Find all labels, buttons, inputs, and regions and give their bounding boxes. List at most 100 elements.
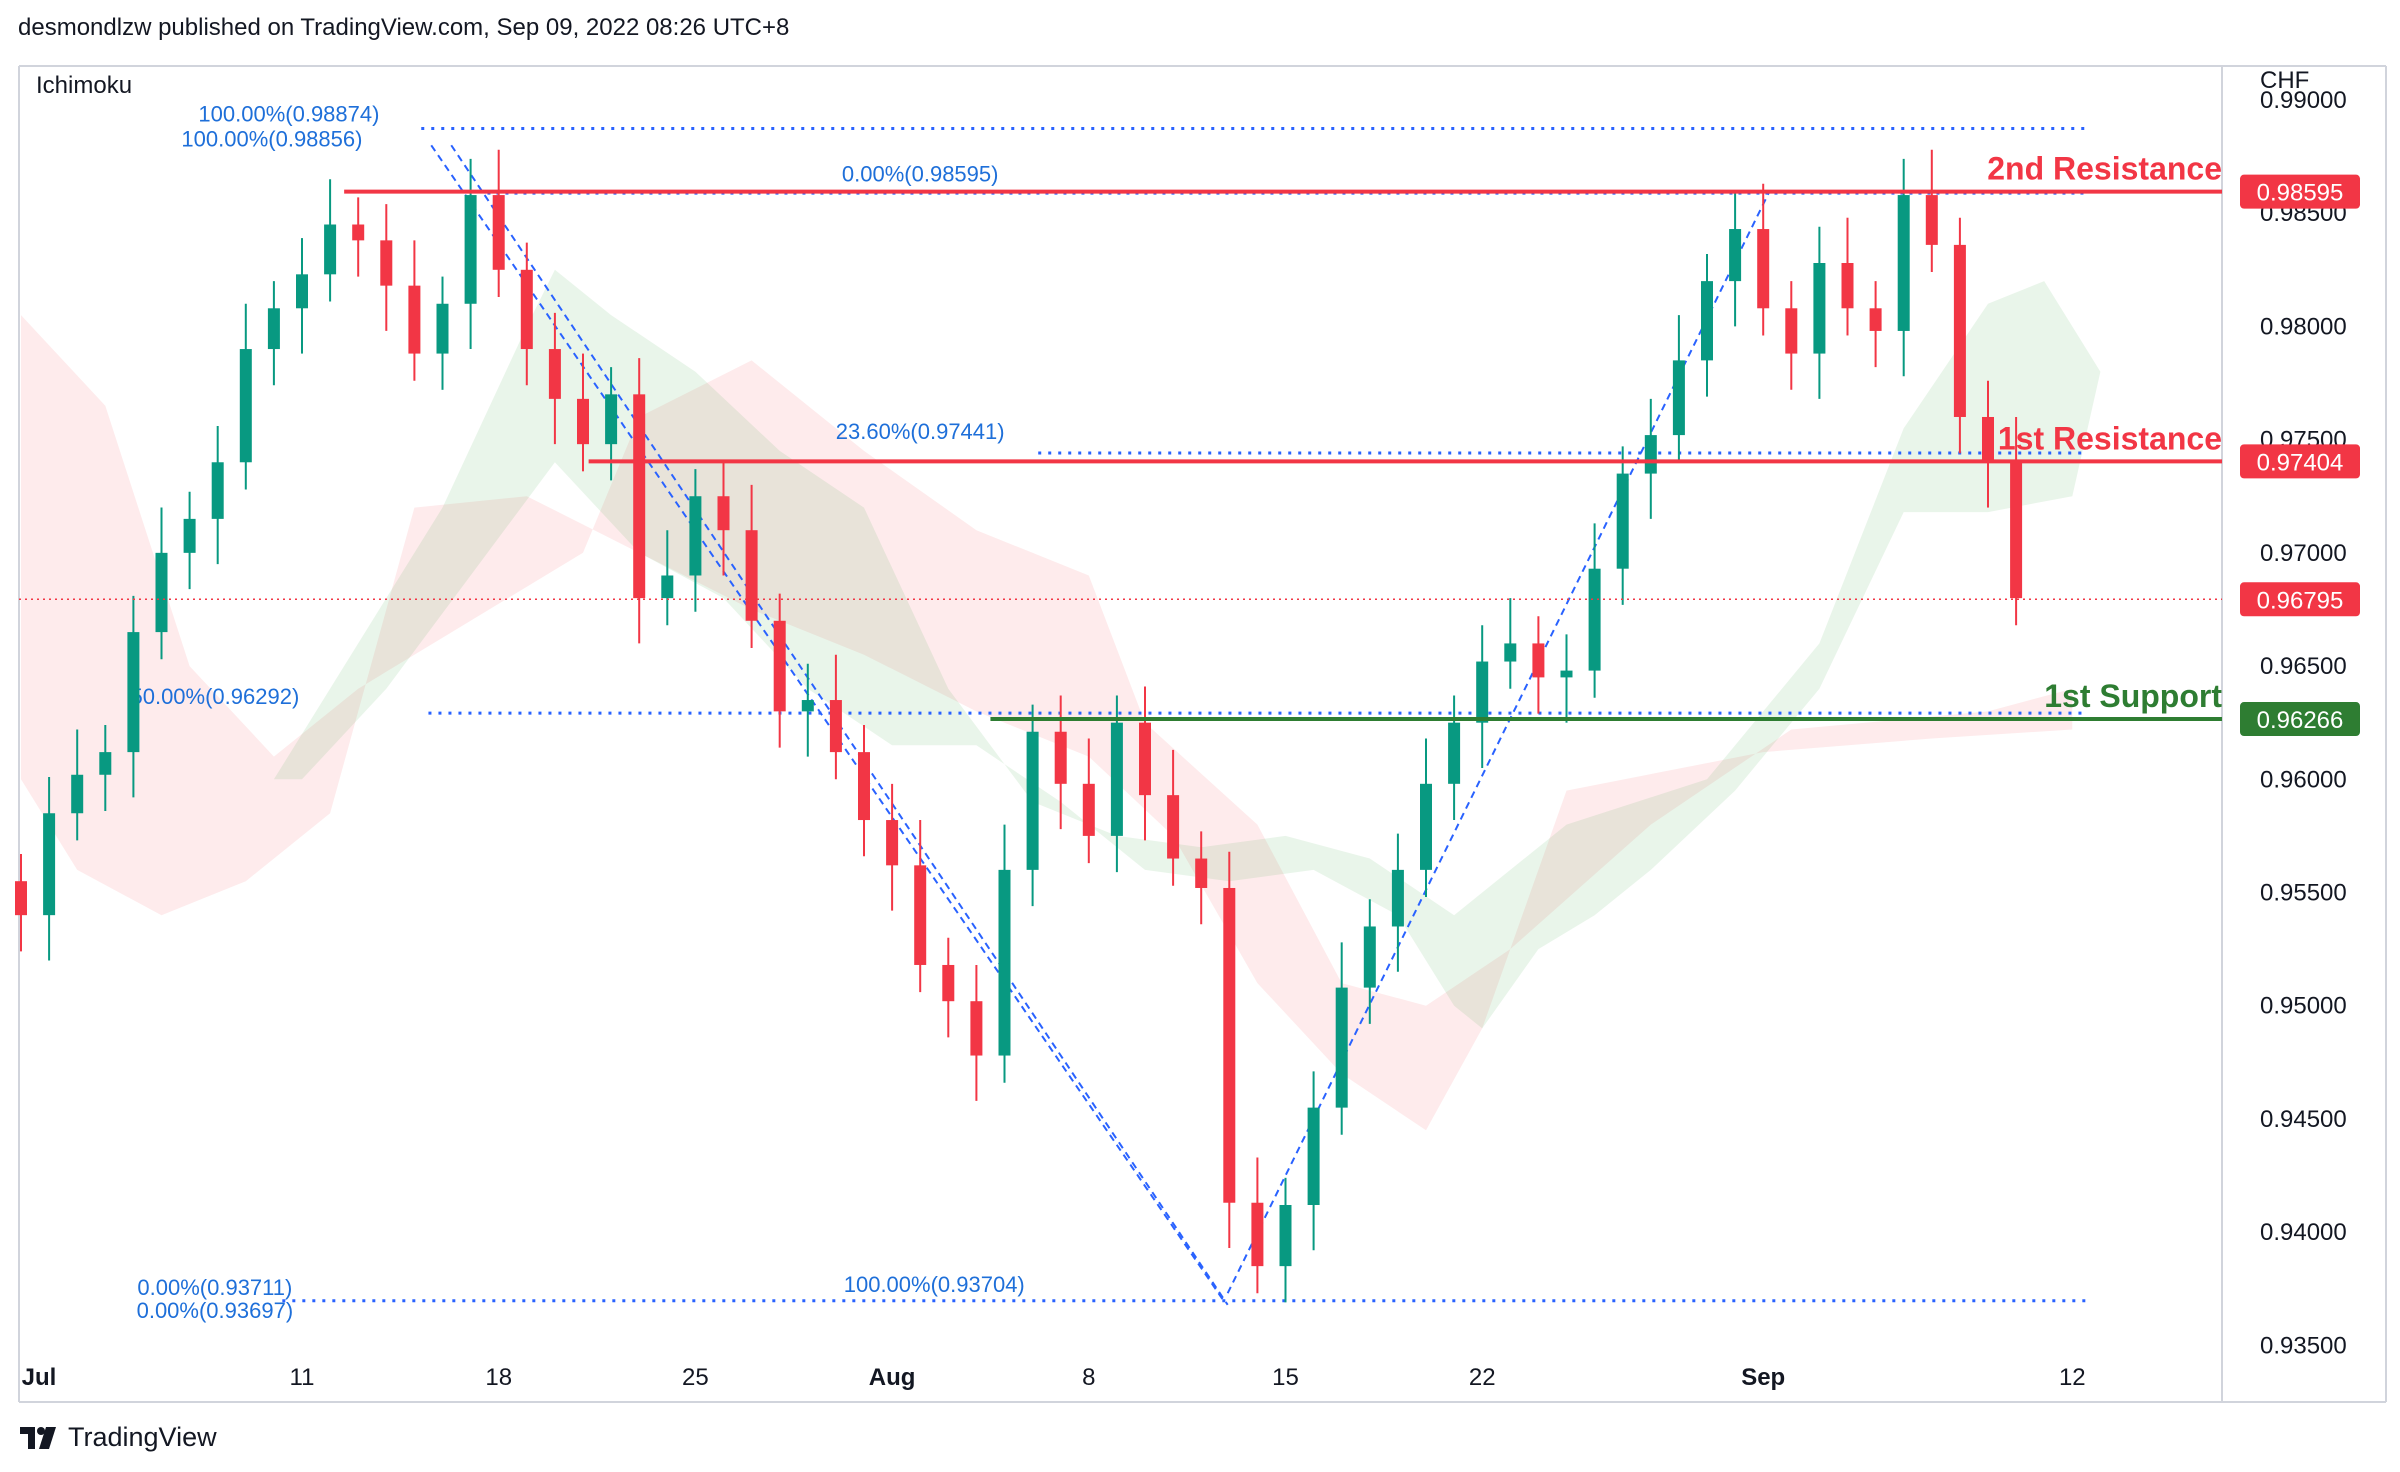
candle-body (745, 530, 758, 621)
candle-body (577, 398, 589, 445)
candle-body (408, 285, 421, 354)
footer-branding: TradingView (20, 1422, 217, 1453)
candle-body (1279, 1204, 1292, 1267)
candle-body (1701, 281, 1713, 361)
last-price-text: 0.96795 (2257, 587, 2344, 614)
candle-body (548, 349, 561, 399)
price-label-badge (2240, 702, 2360, 737)
time-tick-label: 15 (1272, 1364, 1299, 1391)
fib-low-label: 0.00%(0.93697) (137, 1298, 294, 1323)
support-resistance-levels: 2nd Resistance 1st Resistance 1st Support (19, 151, 2222, 722)
candle-body (1363, 926, 1376, 988)
time-tick-label: 11 (290, 1364, 315, 1391)
candle-body (773, 620, 786, 712)
candle-body (71, 774, 84, 814)
candle-body (99, 752, 112, 775)
candle-body (914, 865, 927, 965)
price-tick-label: 0.95000 (2260, 993, 2347, 1020)
candle-body (717, 496, 730, 531)
level-name: 2nd Resistance (1987, 151, 2222, 187)
candle-body (1813, 263, 1826, 354)
candle-body (1925, 195, 1938, 245)
candle-body (829, 700, 842, 753)
candle-body (1729, 229, 1742, 282)
fib-high-label: 100.00%(0.98874) (198, 101, 379, 126)
price-tick-label: 0.96000 (2260, 766, 2347, 793)
candle-body (661, 575, 674, 599)
price-tick-label: 0.94500 (2260, 1106, 2347, 1133)
candle-body (1251, 1202, 1264, 1267)
price-tick-label: 0.93500 (2260, 1332, 2347, 1359)
candle-body (211, 462, 224, 519)
candle-body (183, 518, 196, 553)
time-tick-label: 25 (682, 1364, 709, 1391)
fibonacci-drawings: 100.00%(0.98874)100.00%(0.98856) 0.00%(0.… (130, 101, 2087, 1323)
candle-body (267, 308, 280, 350)
price-label-badge (2240, 444, 2360, 479)
time-tick-label: 18 (485, 1364, 512, 1391)
bullish-cloud-area (273, 269, 2101, 1029)
level-name: 1st Support (2044, 678, 2222, 714)
bearish-cloud-area (21, 315, 2073, 1131)
candle-body (1757, 229, 1770, 309)
candle-body (858, 752, 870, 821)
candle-body (1082, 783, 1095, 836)
candle-body (1841, 263, 1854, 309)
fib-high-label: 100.00%(0.98856) (181, 126, 362, 151)
candle-body (352, 224, 365, 241)
candle-body (689, 496, 702, 576)
candle-body (1110, 722, 1123, 836)
candle-body (239, 349, 252, 463)
price-tick-label: 0.96500 (2260, 653, 2347, 680)
tradingview-logo-icon (20, 1426, 56, 1449)
candle-body (998, 869, 1011, 1056)
candle-body (1476, 661, 1489, 723)
price-axis: 0.990000.985000.980000.975000.970000.965… (2240, 87, 2360, 1359)
candle-body (520, 269, 533, 350)
time-axis: Jul 11 18 25 Aug 8 15 22 Sep 12 (22, 1364, 2086, 1391)
candle-body (296, 274, 308, 309)
candle-body (970, 1001, 983, 1056)
candle-body (436, 303, 449, 354)
candle-body (1307, 1107, 1320, 1205)
candlestick-series (15, 149, 2023, 1303)
candle-body (1532, 643, 1545, 678)
last-price-badge (2240, 582, 2360, 617)
price-tick-label: 0.95500 (2260, 880, 2347, 907)
candle-body (1139, 722, 1151, 796)
level-name: 1st Resistance (1998, 420, 2222, 456)
candle-body (1391, 869, 1404, 927)
candle-body (43, 813, 56, 916)
tradingview-brand: TradingView (68, 1422, 217, 1452)
candle-body (324, 224, 337, 275)
time-tick-label: 8 (1082, 1364, 1095, 1391)
candle-body (1588, 568, 1601, 671)
candle-body (1560, 670, 1573, 678)
candle-body (1616, 473, 1629, 569)
price-label-badge (2240, 174, 2360, 209)
price-label-text: 0.96266 (2257, 707, 2344, 734)
price-label-text: 0.97404 (2257, 449, 2344, 476)
candle-body (1335, 987, 1348, 1108)
candle-body (1223, 887, 1236, 1203)
time-tick-label: Aug (869, 1364, 916, 1391)
time-tick-label: 12 (2059, 1364, 2086, 1391)
indicator-name: Ichimoku (36, 72, 132, 99)
price-tick-label: 0.98000 (2260, 313, 2347, 340)
candle-body (801, 700, 814, 712)
publish-attribution: desmondlzw published on TradingView.com,… (18, 14, 790, 41)
candle-body (605, 394, 618, 445)
fib-level-label: 0.00%(0.98595) (842, 162, 999, 187)
candle-body (1054, 731, 1067, 784)
candle-body (15, 881, 27, 916)
price-tick-label: 0.97000 (2260, 540, 2347, 567)
candle-body (2010, 462, 2023, 599)
fib-level-label: 100.00%(0.93704) (844, 1272, 1025, 1297)
candle-body (492, 195, 505, 270)
candle-body (127, 632, 140, 753)
time-tick-label: Sep (1741, 1364, 1785, 1391)
price-tick-label: 0.94000 (2260, 1219, 2347, 1246)
candle-body (1785, 308, 1798, 354)
candle-body (1420, 783, 1432, 870)
